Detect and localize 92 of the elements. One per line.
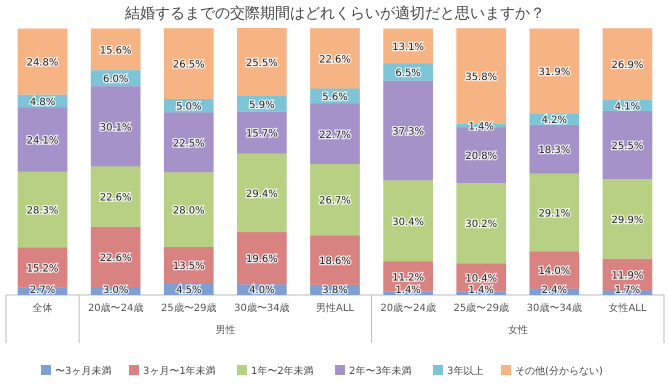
bar bbox=[602, 178, 652, 259]
data-label: 20.8% bbox=[465, 151, 498, 162]
bar bbox=[18, 28, 68, 95]
x-tick-label: 女性ALL bbox=[608, 302, 647, 314]
bar bbox=[90, 86, 141, 166]
bar bbox=[164, 172, 214, 247]
data-label: 35.8% bbox=[465, 72, 498, 84]
bar bbox=[383, 80, 433, 180]
x-tick-label: 30歳〜34歳 bbox=[526, 302, 582, 314]
data-label: 5.9% bbox=[249, 100, 275, 111]
data-label: 26.7% bbox=[319, 196, 351, 207]
data-label: 14.0% bbox=[538, 266, 570, 277]
data-label: 25.5% bbox=[246, 58, 278, 70]
bar bbox=[602, 110, 652, 179]
data-label: 1.4% bbox=[468, 122, 494, 133]
data-label: 13.1% bbox=[392, 42, 424, 54]
x-tick-label: 男性ALL bbox=[316, 302, 354, 314]
bar bbox=[310, 28, 360, 89]
data-label: 6.0% bbox=[102, 74, 128, 86]
data-label: 2.4% bbox=[542, 285, 568, 296]
data-label: 15.2% bbox=[26, 264, 58, 275]
data-label: 22.5% bbox=[172, 138, 205, 150]
legend-label: 3ヶ月〜1年未満 bbox=[143, 365, 216, 377]
data-label: 5.6% bbox=[322, 92, 348, 104]
data-label: 24.8% bbox=[26, 58, 58, 69]
bar bbox=[310, 103, 360, 164]
data-label: 30.4% bbox=[392, 216, 424, 228]
bar bbox=[18, 172, 68, 248]
data-label: 11.2% bbox=[392, 272, 424, 284]
data-label: 5.0% bbox=[176, 102, 202, 113]
data-label: 4.8% bbox=[30, 97, 56, 108]
data-label: 2.7% bbox=[30, 285, 56, 296]
legend-label: 3年以上 bbox=[447, 365, 484, 377]
data-label: 3.0% bbox=[102, 285, 128, 296]
data-label: 6.5% bbox=[395, 68, 421, 80]
bar bbox=[456, 182, 506, 264]
bar bbox=[237, 28, 287, 96]
data-label: 30.1% bbox=[100, 122, 132, 134]
x-tick-label: 20歳〜24歳 bbox=[88, 302, 144, 314]
bar bbox=[456, 28, 506, 124]
legend-label: その他(分からない) bbox=[515, 365, 603, 377]
data-label: 1.4% bbox=[395, 285, 421, 296]
data-label: 31.9% bbox=[538, 67, 570, 78]
bar bbox=[18, 107, 68, 172]
data-label: 3.8% bbox=[322, 285, 348, 296]
x-tick-label: 25歳〜29歳 bbox=[161, 302, 217, 314]
data-label: 22.6% bbox=[319, 54, 351, 66]
data-label: 15.6% bbox=[100, 45, 132, 56]
data-label: 4.2% bbox=[542, 115, 568, 126]
data-label: 25.5% bbox=[612, 140, 644, 152]
data-label: 22.6% bbox=[100, 192, 132, 204]
bar bbox=[383, 180, 433, 262]
data-label: 29.1% bbox=[538, 208, 570, 220]
bar bbox=[164, 28, 214, 99]
x-tick-label: 30歳〜34歳 bbox=[234, 302, 290, 314]
bar bbox=[529, 174, 580, 252]
data-label: 28.0% bbox=[172, 206, 205, 217]
text: 女性 bbox=[508, 324, 528, 336]
data-label: 18.6% bbox=[319, 256, 351, 268]
data-label: 15.7% bbox=[246, 128, 278, 140]
data-label: 4.0% bbox=[249, 285, 275, 296]
bar bbox=[310, 164, 360, 236]
legend-label: 2年〜3年未満 bbox=[349, 365, 412, 377]
data-label: 24.1% bbox=[26, 136, 58, 147]
data-label: 13.5% bbox=[172, 260, 205, 272]
x-tick-label: 25歳〜29歳 bbox=[453, 302, 509, 314]
data-label: 19.6% bbox=[246, 254, 278, 266]
text: 男性 bbox=[215, 324, 236, 336]
data-label: 11.9% bbox=[612, 270, 644, 282]
data-label: 4.5% bbox=[176, 285, 202, 296]
bar bbox=[529, 28, 580, 114]
data-label: 1.7% bbox=[614, 285, 640, 296]
data-label: 28.3% bbox=[26, 206, 58, 217]
data-label: 4.1% bbox=[614, 101, 640, 112]
bar bbox=[602, 28, 652, 100]
legend-label: 1年〜2年未満 bbox=[251, 365, 314, 377]
x-tick-label: 20歳〜24歳 bbox=[380, 302, 436, 314]
legend-label: 〜3ヶ月未満 bbox=[55, 365, 112, 377]
bar bbox=[237, 154, 287, 232]
data-label: 10.4% bbox=[465, 273, 498, 284]
x-tick-label: 全体 bbox=[32, 302, 53, 314]
data-label: 29.4% bbox=[246, 188, 278, 200]
data-label: 30.2% bbox=[465, 219, 498, 230]
data-label: 1.4% bbox=[468, 285, 494, 296]
chart-title: 結婚するまでの交際期間はどれくらいが適切だと思いますか？ bbox=[124, 4, 545, 22]
data-label: 22.6% bbox=[100, 252, 132, 264]
data-label: 29.9% bbox=[612, 214, 644, 226]
data-label: 26.5% bbox=[172, 60, 205, 71]
data-label: 37.3% bbox=[392, 126, 424, 138]
data-label: 22.7% bbox=[319, 130, 351, 141]
data-label: 18.3% bbox=[538, 145, 570, 156]
data-label: 26.9% bbox=[612, 60, 644, 72]
